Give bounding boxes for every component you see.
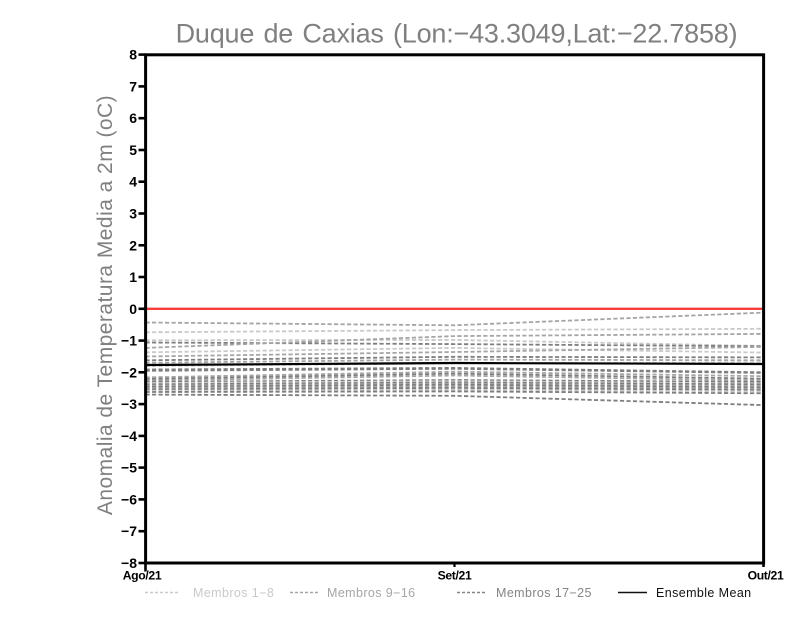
svg-text:Membros 9−16: Membros 9−16	[327, 586, 416, 600]
svg-text:Anomalia de Temperatura Media: Anomalia de Temperatura Media a 2m (oC)	[94, 95, 117, 515]
svg-text:7: 7	[129, 78, 137, 94]
svg-text:−7: −7	[121, 523, 137, 539]
svg-text:−6: −6	[121, 491, 137, 507]
svg-text:Duque de Caxias (Lon:−43.3049,: Duque de Caxias (Lon:−43.3049,Lat:−22.78…	[176, 19, 738, 49]
svg-text:−3: −3	[121, 396, 137, 412]
svg-text:Membros 1−8: Membros 1−8	[193, 586, 274, 600]
svg-text:4: 4	[129, 174, 137, 190]
svg-text:Ensemble Mean: Ensemble Mean	[656, 586, 752, 600]
svg-text:8: 8	[129, 47, 137, 63]
svg-text:3: 3	[129, 206, 137, 222]
svg-text:0: 0	[129, 301, 137, 317]
svg-text:−5: −5	[121, 460, 137, 476]
svg-text:−2: −2	[121, 364, 137, 380]
svg-text:Out/21: Out/21	[748, 569, 784, 583]
svg-text:Ago/21: Ago/21	[123, 569, 162, 583]
svg-text:Membros 17−25: Membros 17−25	[496, 586, 592, 600]
svg-text:6: 6	[129, 110, 137, 126]
svg-text:−1: −1	[121, 333, 137, 349]
svg-text:−8: −8	[121, 555, 137, 571]
svg-text:−4: −4	[121, 428, 137, 444]
svg-text:5: 5	[129, 142, 137, 158]
svg-text:2: 2	[129, 237, 137, 253]
svg-text:Set/21: Set/21	[438, 569, 472, 583]
svg-text:1: 1	[129, 269, 137, 285]
